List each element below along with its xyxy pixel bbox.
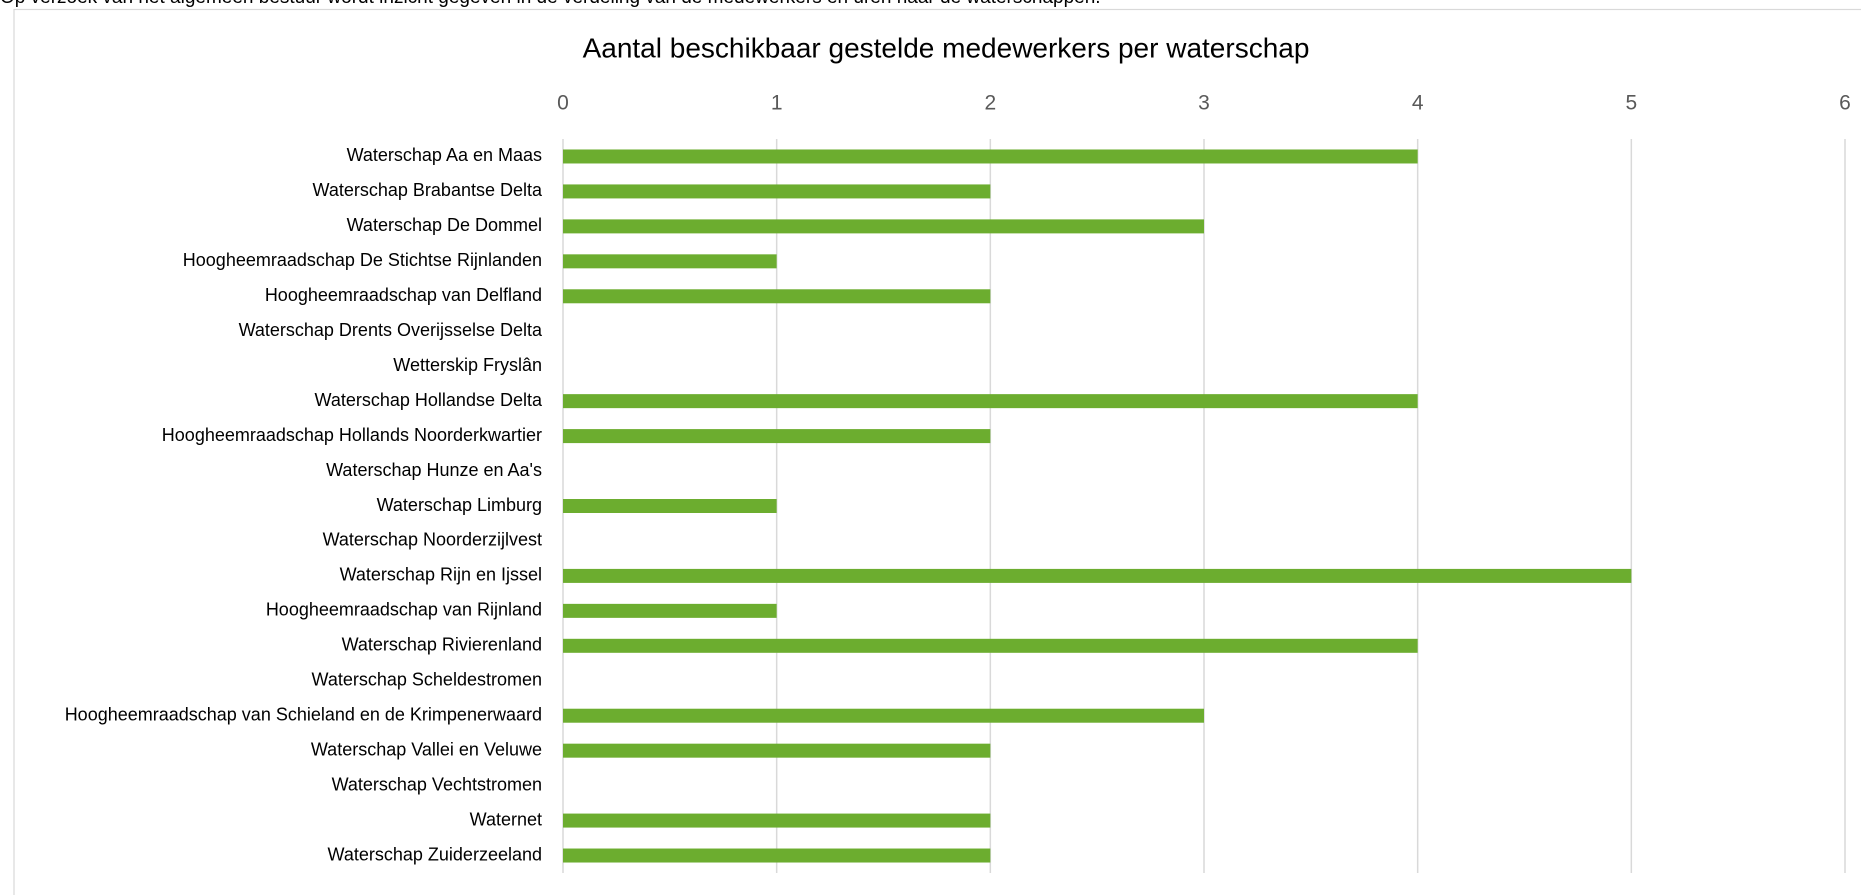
y-tick-label: Waterschap Drents Overijsselse Delta xyxy=(239,320,543,340)
bar xyxy=(563,603,777,618)
y-tick-label: Waterschap Brabantse Delta xyxy=(313,180,543,200)
y-tick-label: Waternet xyxy=(470,809,542,829)
x-tick-label: 6 xyxy=(1839,92,1851,115)
bar xyxy=(563,813,991,828)
y-tick-label: Waterschap De Dommel xyxy=(347,215,542,235)
bar xyxy=(563,219,1204,234)
bar xyxy=(563,149,1418,164)
y-tick-label: Waterschap Rijn en Ijssel xyxy=(340,565,542,585)
bar xyxy=(563,289,991,304)
x-tick-label: 4 xyxy=(1412,92,1424,115)
y-tick-label: Waterschap Vechtstromen xyxy=(332,774,542,794)
bar xyxy=(563,638,1418,653)
y-tick-label: Waterschap Hollandse Delta xyxy=(315,390,543,410)
y-tick-label: Waterschap Zuiderzeeland xyxy=(328,844,542,864)
bar xyxy=(563,743,991,758)
bar xyxy=(563,184,991,199)
bar xyxy=(563,848,991,863)
y-tick-label: Hoogheemraadschap Hollands Noorderkwarti… xyxy=(162,425,542,445)
bar xyxy=(563,254,777,269)
y-tick-label: Waterschap Vallei en Veluwe xyxy=(311,739,542,759)
y-tick-label: Waterschap Noorderzijlvest xyxy=(323,530,542,550)
x-tick-label: 3 xyxy=(1198,92,1210,115)
y-tick-label: Hoogheemraadschap van Delfland xyxy=(265,285,542,305)
y-tick-label: Waterschap Scheldestromen xyxy=(312,670,542,690)
y-tick-label: Waterschap Hunze en Aa's xyxy=(326,460,542,480)
y-tick-label: Hoogheemraadschap van Schieland en de Kr… xyxy=(65,704,542,724)
y-tick-label: Hoogheemraadschap van Rijnland xyxy=(266,600,542,620)
y-tick-label: Waterschap Aa en Maas xyxy=(347,145,542,165)
y-tick-label: Wetterskip Fryslân xyxy=(393,355,542,375)
bar xyxy=(563,394,1418,409)
y-tick-label: Waterschap Limburg xyxy=(377,495,542,515)
bar xyxy=(563,429,991,444)
x-tick-label: 5 xyxy=(1625,92,1637,115)
chart-title: Aantal beschikbaar gestelde medewerkers … xyxy=(583,32,1310,63)
x-tick-label: 2 xyxy=(984,92,996,115)
x-tick-label: 0 xyxy=(557,92,569,115)
chart-border xyxy=(13,8,1861,895)
intro-text: Op verzoek van het algemeen bestuur word… xyxy=(0,0,1101,9)
bar xyxy=(563,568,1632,583)
bar xyxy=(563,499,777,513)
bar xyxy=(563,708,1204,723)
y-tick-label: Hoogheemraadschap De Stichtse Rijnlanden xyxy=(183,250,542,270)
x-tick-label: 1 xyxy=(771,92,783,115)
y-tick-label: Waterschap Rivierenland xyxy=(342,635,542,655)
